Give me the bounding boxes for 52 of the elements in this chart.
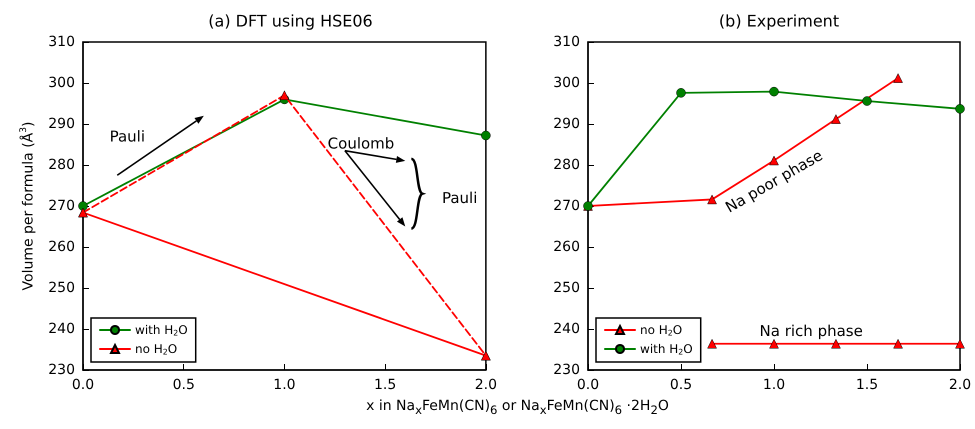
y-tick-label: 300 (553, 75, 580, 91)
x-tick-label: 1.0 (273, 377, 296, 393)
y-tick-label: 300 (48, 75, 75, 91)
y-tick-label: 230 (48, 362, 75, 378)
point (893, 73, 903, 83)
point (955, 339, 965, 349)
y-tick-label: 290 (48, 116, 75, 132)
x-tick-label: 1.0 (762, 377, 786, 393)
point (831, 339, 841, 349)
text: x in Na$_{x}$FeMn(CN)$_{6}$ or Na$_{x}$FeMn(CN)$_{6}$ ·2H$_{2}$O (366, 398, 669, 417)
point (481, 130, 491, 140)
point (769, 339, 779, 349)
point (955, 104, 965, 114)
point (676, 88, 686, 98)
y-tick-label: 240 (48, 321, 75, 337)
annotation: Pauli (110, 127, 146, 146)
y-tick-label: 280 (553, 157, 580, 173)
point (862, 96, 872, 106)
y-tick-label: 270 (48, 198, 75, 214)
y-tick-label: 240 (553, 321, 580, 337)
point (769, 156, 779, 166)
annotation: Na rich phase (760, 322, 863, 340)
x-tick-label: 0.5 (172, 377, 195, 393)
y-tick-label: 290 (553, 116, 580, 132)
y-tick-label: 230 (553, 362, 580, 378)
x-tick-label: 2.0 (474, 377, 497, 393)
point (893, 339, 903, 349)
point (769, 86, 779, 96)
y-axis-title: Volume per formula (Å3) (19, 122, 36, 290)
x-tick-label: 0.0 (72, 377, 94, 393)
x-tick-label: 1.5 (856, 377, 878, 393)
y-tick-label: 250 (553, 280, 580, 296)
chart-title: (a) DFT using HSE06 (208, 12, 373, 30)
annotation: Coulomb (328, 134, 394, 152)
y-tick-label: 270 (553, 198, 580, 214)
x-tick-label: 0.0 (576, 377, 600, 393)
y-tick-label: 280 (48, 157, 75, 173)
y-tick-label: 260 (48, 239, 75, 255)
point (831, 114, 841, 124)
point (280, 90, 290, 100)
annotation: Pauli (442, 188, 478, 207)
x-tick-label: 2.0 (948, 377, 972, 393)
y-tick-label: 250 (48, 280, 75, 296)
point (707, 194, 717, 204)
point (707, 339, 717, 349)
y-tick-label: 310 (48, 34, 75, 50)
y-tick-label: 310 (553, 34, 580, 50)
point (78, 201, 88, 211)
x-tick-label: 0.5 (670, 377, 692, 393)
y-tick-label: 260 (553, 239, 580, 255)
x-tick-label: 1.5 (374, 377, 396, 393)
chart-title: (b) Experiment (718, 12, 840, 30)
